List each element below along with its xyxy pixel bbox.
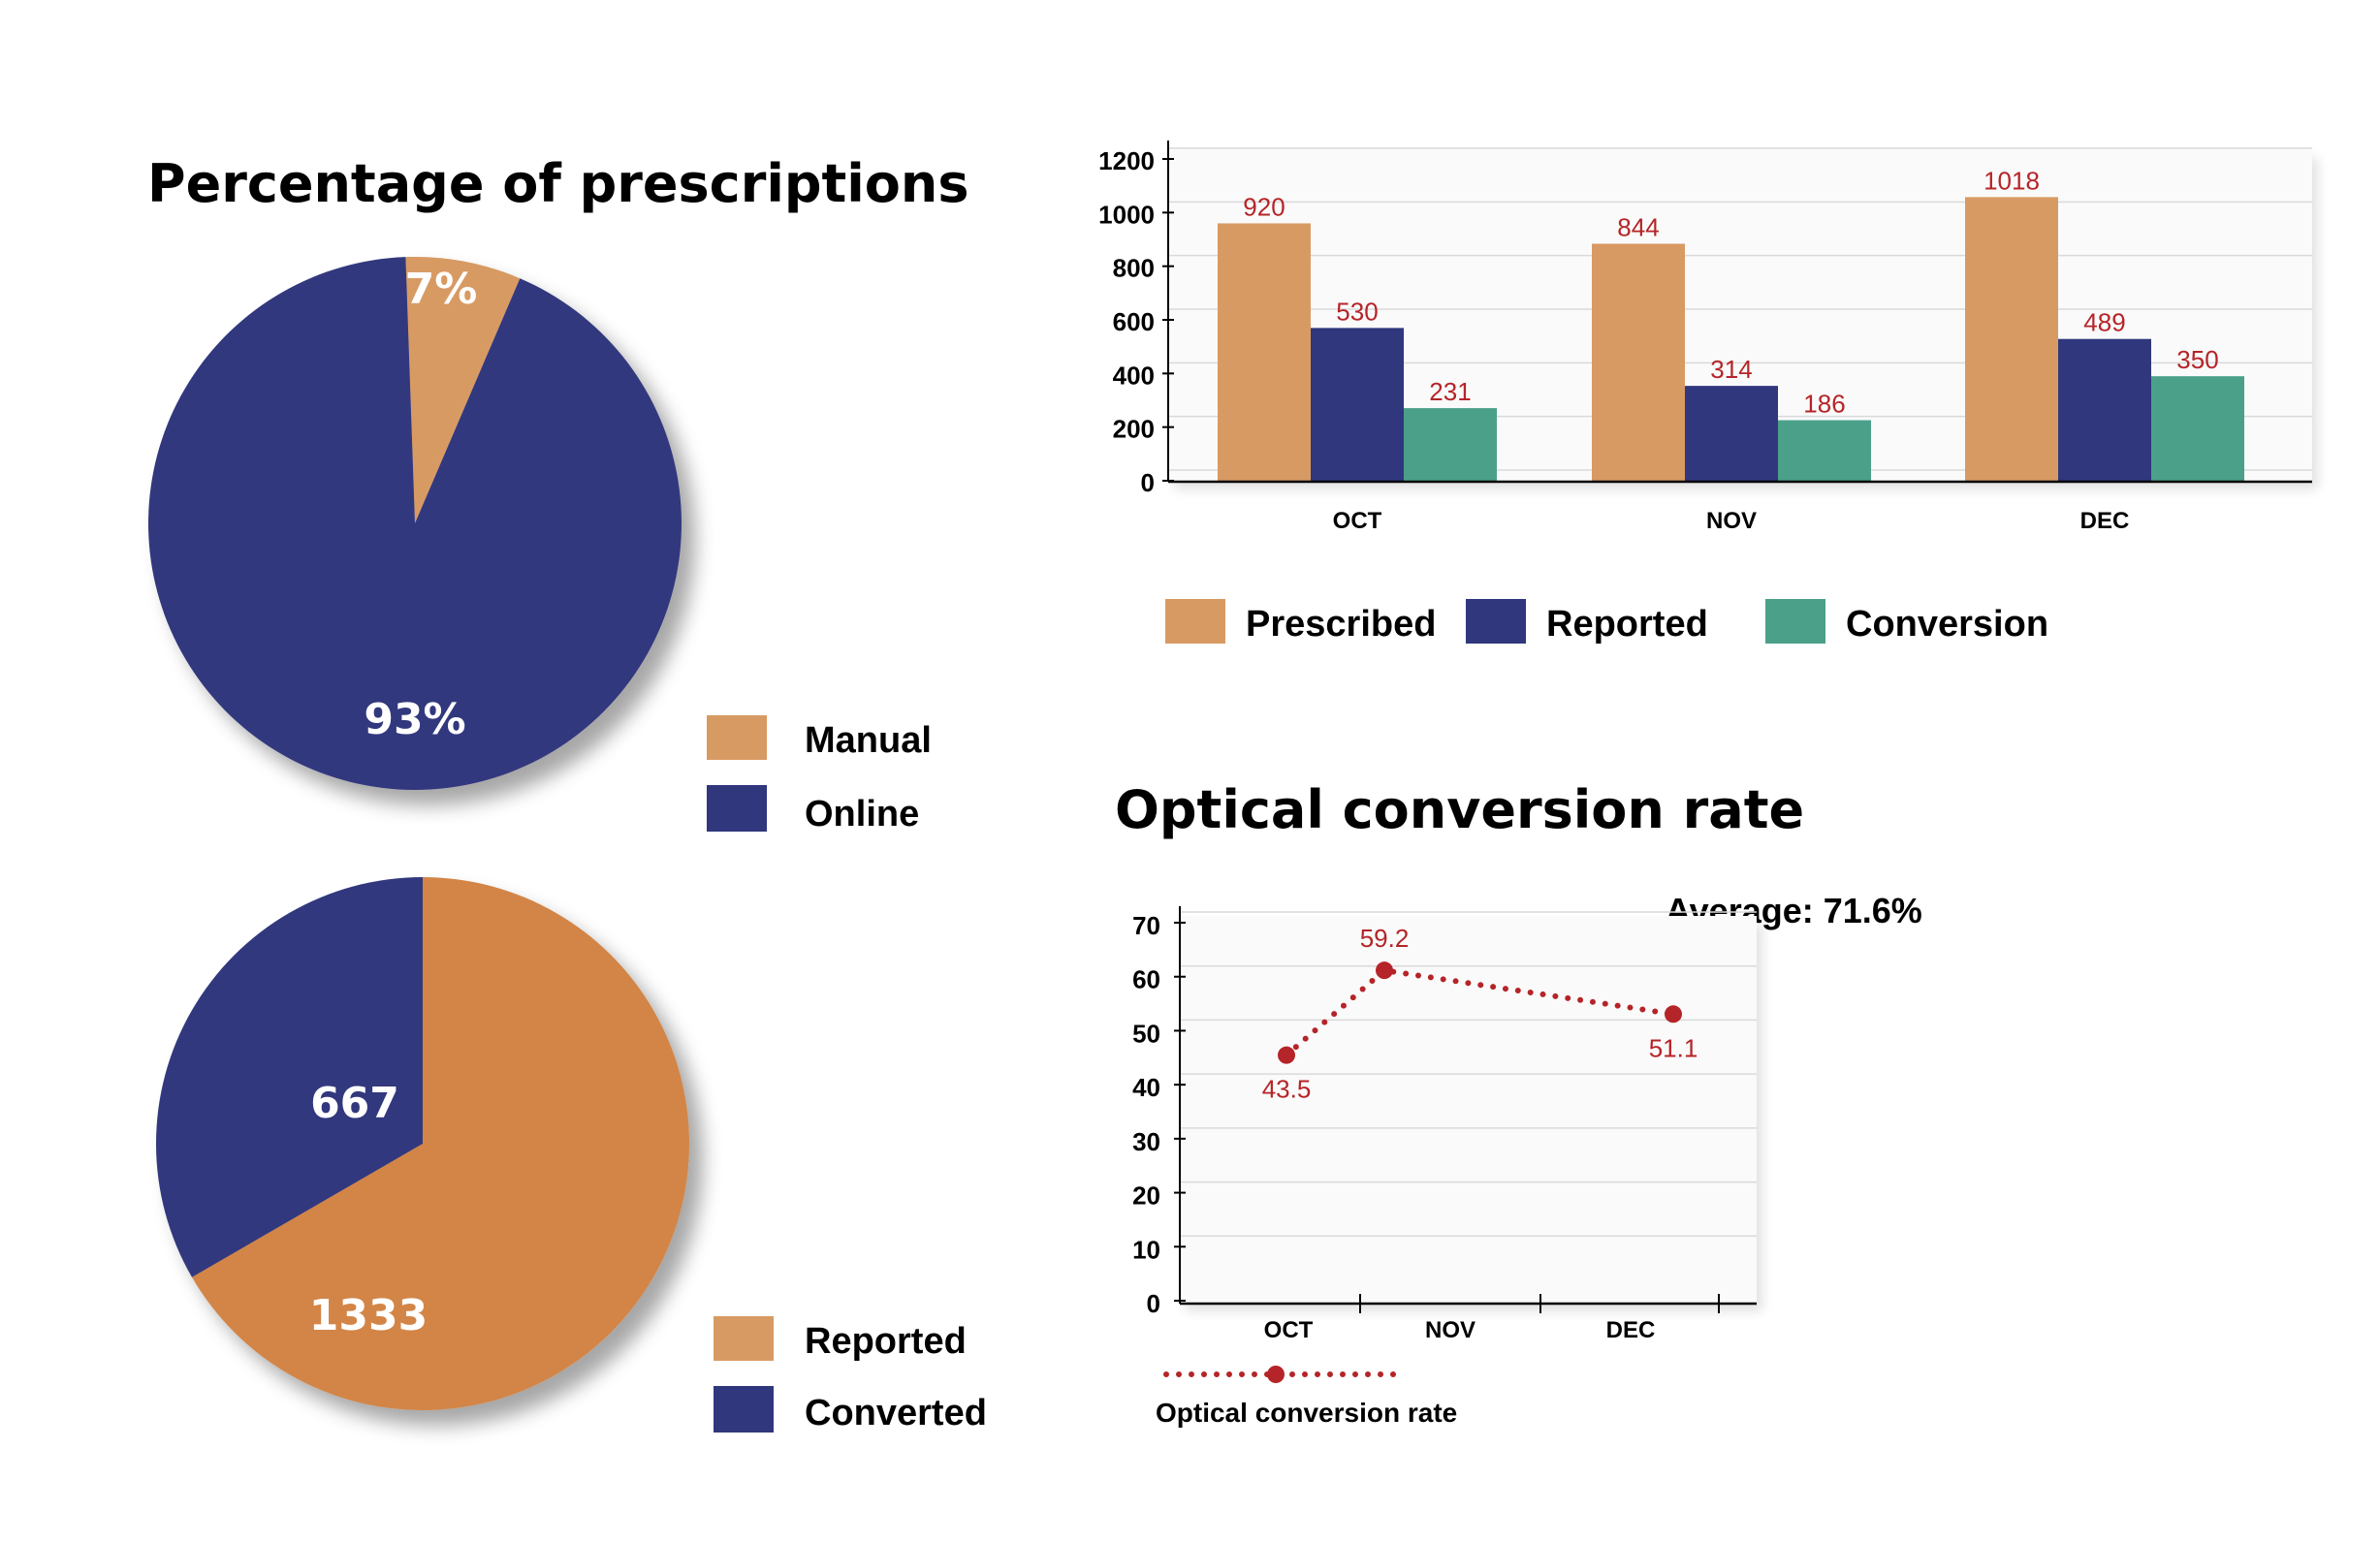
pie1-slices [147, 256, 682, 791]
line-series: 43.5 59.2 51.1 [1262, 924, 1698, 1103]
bar-category-label-nov: NOV [1706, 508, 1757, 534]
bar-conversion-oct [1404, 408, 1497, 482]
bar-conversion-nov [1778, 420, 1871, 482]
pie2-slice-reported [191, 877, 689, 1410]
bar-ytick-label: 800 [1113, 254, 1155, 283]
pie1-label-online: 93% [364, 695, 465, 744]
line-plot-area [1180, 916, 1757, 1304]
bar-legend-swatch-reported [1466, 599, 1526, 644]
pie-chart-prescriptions: Percentage of prescriptions 7% 93% Manual… [147, 153, 969, 834]
bar-value-label: 231 [1429, 377, 1471, 406]
bar-ytick-label: 600 [1113, 307, 1155, 336]
line-legend: Optical conversion rate [1156, 1366, 1457, 1428]
bar-category-label-oct: OCT [1333, 508, 1382, 534]
bar-series: 920 530 231 844 314 186 1018 489 350 [1218, 166, 2244, 482]
line-plot-background [1180, 916, 1757, 1304]
pie2-slices [155, 877, 689, 1410]
bar-legend-label-conversion: Conversion [1846, 604, 2048, 645]
legend-swatch-reported [714, 1316, 774, 1361]
bar-ytick-label: 1000 [1098, 200, 1155, 229]
line-ytick-label: 0 [1147, 1289, 1160, 1318]
pie1-title: Percentage of prescriptions [147, 153, 969, 214]
bar-value-label: 844 [1617, 212, 1659, 241]
legend-label-online: Online [805, 794, 919, 834]
legend-swatch-manual [707, 715, 767, 760]
line-title: Optical conversion rate [1115, 779, 1804, 840]
bar-value-label: 186 [1803, 390, 1845, 419]
line-point-dec [1665, 1005, 1682, 1023]
legend-label-manual: Manual [805, 720, 932, 761]
bar-legend-swatch-conversion [1765, 599, 1825, 644]
line-chart-optical-conversion: Optical conversion rate Average: 71.6% 0… [1115, 779, 1922, 1428]
line-legend-label: Optical conversion rate [1156, 1398, 1457, 1428]
pie-chart-reported-converted: 1333 667 Reported Converted [155, 877, 987, 1433]
bar-ytick-label: 200 [1113, 415, 1155, 444]
line-category-label-nov: NOV [1425, 1317, 1476, 1343]
pie2-legend: Reported Converted [714, 1316, 987, 1433]
line-ytick-label: 40 [1132, 1073, 1160, 1102]
bar-conversion-dec [2151, 376, 2244, 482]
bar-prescribed-oct [1218, 223, 1311, 482]
line-category-label-oct: OCT [1264, 1317, 1314, 1343]
line-ytick-label: 70 [1132, 911, 1160, 940]
bar-chart-monthly: 920 530 231 844 314 186 1018 489 350 0 200 400 600 8… [1098, 141, 2312, 645]
pie1-label-manual: 7% [405, 265, 478, 314]
bar-legend-swatch-prescribed [1165, 599, 1225, 644]
bar-axes: 0 200 400 600 800 1000 1200 OCT NOV DEC [1098, 141, 2312, 534]
bar-legend-label-prescribed: Prescribed [1246, 604, 1436, 645]
line-category-label-dec: DEC [1606, 1317, 1656, 1343]
line-axes: 0 10 20 30 40 50 60 70 OCT NOV DEC [1132, 906, 1757, 1343]
bar-value-label: 314 [1710, 355, 1752, 384]
line-gridlines [1180, 911, 1757, 1238]
bar-category-label-dec: DEC [2080, 508, 2130, 534]
line-point-label: 51.1 [1649, 1033, 1698, 1062]
line-point-label: 43.5 [1262, 1075, 1312, 1104]
bar-value-label: 350 [2176, 345, 2218, 374]
bar-legend: Prescribed Reported Conversion [1165, 599, 2048, 645]
pie1-labels: 7% 93% [364, 265, 477, 744]
bar-reported-oct [1311, 328, 1404, 482]
bar-reported-nov [1685, 386, 1778, 482]
bar-value-label: 530 [1336, 297, 1378, 326]
pie1-slice-manual [405, 256, 521, 523]
line-legend-marker-dot [1267, 1366, 1285, 1383]
bar-value-label: 1018 [1983, 166, 2040, 195]
bar-legend-label-reported: Reported [1546, 604, 1708, 645]
bar-ytick-label: 1200 [1098, 146, 1155, 175]
pie2-label-reported: 1333 [309, 1291, 428, 1340]
line-ytick-label: 20 [1132, 1181, 1160, 1211]
pie1-legend: Manual Online [707, 715, 932, 834]
pie2-labels: 1333 667 [309, 1079, 428, 1340]
legend-swatch-online [707, 785, 767, 832]
line-ytick-label: 30 [1132, 1127, 1160, 1156]
line-point-nov [1376, 961, 1393, 980]
bar-prescribed-nov [1592, 243, 1685, 482]
bar-value-label: 920 [1243, 192, 1285, 221]
bar-prescribed-dec [1965, 197, 2058, 482]
pie1-slice-online [147, 257, 682, 791]
line-point-label: 59.2 [1360, 924, 1410, 953]
line-ytick-label: 50 [1132, 1019, 1160, 1048]
legend-swatch-converted [714, 1386, 774, 1433]
legend-label-reported: Reported [805, 1321, 967, 1362]
bar-ytick-label: 0 [1141, 468, 1155, 497]
line-ytick-label: 60 [1132, 965, 1160, 994]
bar-value-label: 489 [2083, 308, 2125, 337]
bar-reported-dec [2058, 338, 2151, 482]
line-ytick-label: 10 [1132, 1235, 1160, 1264]
pie2-slice-converted [155, 877, 423, 1277]
bar-ytick-label: 400 [1113, 361, 1155, 390]
legend-label-converted: Converted [805, 1393, 987, 1433]
pie2-label-converted: 667 [310, 1079, 399, 1128]
line-point-oct [1278, 1046, 1295, 1064]
